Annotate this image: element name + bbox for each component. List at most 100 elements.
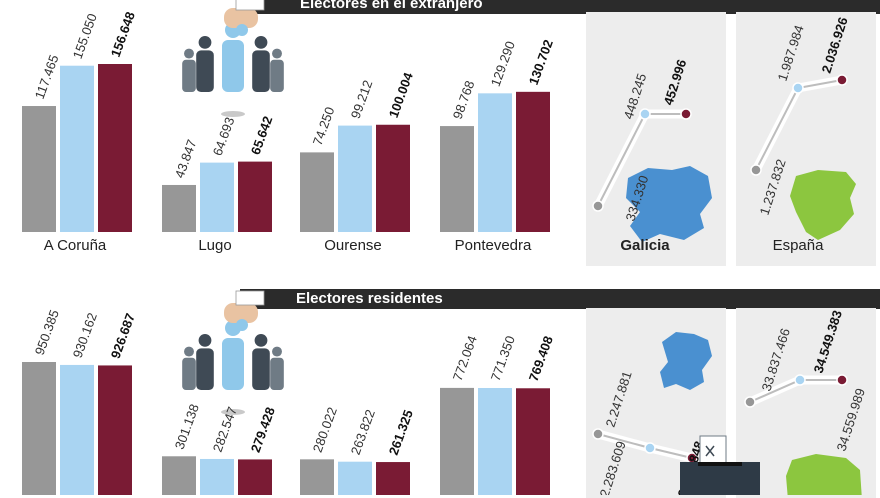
value-label-res-2-0: 280.022 bbox=[310, 405, 340, 454]
line-galicia-res-value-label-0: 2.283.609 bbox=[597, 439, 629, 495]
bar-res-0-2 bbox=[98, 365, 132, 495]
bar-res-2-0 bbox=[300, 459, 334, 495]
line-galicia-res-point-0 bbox=[592, 428, 604, 440]
value-label-res-0-1: 930.162 bbox=[70, 311, 100, 360]
people-group-icon-2-body-4 bbox=[222, 338, 244, 390]
people-group-icon-2-body-1 bbox=[270, 357, 284, 390]
line-galicia-res-point-1 bbox=[644, 442, 656, 454]
value-label-res-1-1: 282.547 bbox=[210, 405, 240, 454]
spain-map-icon-2 bbox=[786, 454, 862, 495]
bar-ext-1-2 bbox=[238, 161, 272, 232]
people-group-icon-2-head-1 bbox=[272, 346, 282, 357]
hand-ballot-icon-2-cuff bbox=[236, 319, 248, 331]
bar-ext-0-1 bbox=[60, 65, 94, 232]
bar-res-0-1 bbox=[60, 364, 94, 495]
bar-ext-0-0 bbox=[22, 106, 56, 232]
bar-ext-2-2 bbox=[376, 124, 410, 232]
hand-ballot-icon-ballot bbox=[235, 0, 265, 11]
people-group-icon-2-body-3 bbox=[252, 348, 270, 390]
line-espana-ext-point-0 bbox=[750, 164, 762, 176]
panel-label-espana: España bbox=[773, 237, 825, 254]
bar-res-1-2 bbox=[238, 459, 272, 495]
bar-res-1-0 bbox=[162, 456, 196, 495]
line-galicia-res-value-label-1: 2.247.881 bbox=[603, 369, 635, 429]
line-espana-res-value-label-0: 34.559.989 bbox=[834, 386, 868, 453]
bar-ext-0-2 bbox=[98, 64, 132, 232]
bar-res-2-2 bbox=[376, 462, 410, 495]
category-label-1: Lugo bbox=[198, 237, 231, 254]
bar-ext-3-1 bbox=[478, 93, 512, 233]
value-label-res-1-0: 301.138 bbox=[172, 402, 202, 451]
value-label-res-3-2: 769.408 bbox=[526, 334, 556, 383]
value-label-res-2-2: 261.325 bbox=[386, 408, 416, 457]
bar-res-3-1 bbox=[478, 387, 512, 495]
banner-residentes: Electores residentes bbox=[240, 289, 880, 309]
value-label-ext-0-1: 155.050 bbox=[70, 11, 100, 60]
value-label-ext-3-0: 98.768 bbox=[450, 79, 478, 121]
ballot-box-body bbox=[680, 462, 760, 495]
line-espana-ext-point-2 bbox=[836, 74, 848, 86]
category-label-2: Ourense bbox=[324, 237, 382, 254]
hand-ballot-icon-2 bbox=[224, 290, 265, 331]
people-group-icon-body-4 bbox=[222, 40, 244, 92]
banner-extranjero: Electores en el extranjero bbox=[240, 0, 880, 14]
hand-ballot-icon bbox=[224, 0, 265, 36]
value-label-ext-2-1: 99.212 bbox=[348, 78, 376, 120]
bar-ext-3-2 bbox=[516, 91, 550, 232]
bar-ext-1-1 bbox=[200, 162, 234, 232]
banner-extranjero-title: Electores en el extranjero bbox=[300, 0, 483, 12]
galicia-map-icon bbox=[626, 166, 712, 242]
line-galicia-ext-point-1 bbox=[639, 108, 651, 120]
people-group-icon-shadow bbox=[221, 111, 245, 117]
ballot-box-paper bbox=[699, 435, 727, 467]
people-group-icon-2-body-0 bbox=[182, 357, 196, 390]
value-label-res-3-0: 772.064 bbox=[450, 334, 480, 383]
people-group-icon-2-head-3 bbox=[254, 334, 268, 347]
hand-ballot-icon-cuff bbox=[236, 24, 248, 36]
bar-res-3-0 bbox=[440, 387, 474, 495]
people-group-icon-head-0 bbox=[184, 48, 194, 59]
category-label-0: A Coruña bbox=[44, 237, 107, 254]
banner-residentes-title: Electores residentes bbox=[296, 290, 443, 307]
value-label-ext-1-0: 43.847 bbox=[172, 138, 200, 180]
people-group-icon-2-shadow bbox=[221, 409, 245, 415]
bar-ext-1-0 bbox=[162, 184, 196, 232]
value-label-ext-0-2: 156.648 bbox=[108, 10, 138, 59]
people-group-icon-body-2 bbox=[196, 50, 214, 92]
ballot-box-slot bbox=[698, 462, 742, 466]
value-label-ext-3-1: 129.290 bbox=[488, 39, 518, 88]
line-espana-ext-point-1 bbox=[792, 82, 804, 94]
value-label-res-0-0: 950.385 bbox=[32, 308, 62, 357]
spain-map-icon bbox=[790, 170, 856, 240]
bar-res-3-2 bbox=[516, 388, 550, 495]
ballot-box-mark bbox=[705, 445, 715, 457]
people-group-icon-body-0 bbox=[182, 59, 196, 92]
people-group-icon-head-2 bbox=[198, 36, 212, 49]
bar-ext-2-0 bbox=[300, 152, 334, 232]
galicia-map-icon-2 bbox=[660, 332, 712, 390]
value-label-ext-0-0: 117.465 bbox=[32, 53, 62, 101]
bar-ext-3-0 bbox=[440, 126, 474, 232]
value-label-res-3-1: 771.350 bbox=[488, 334, 518, 383]
people-group-icon-body-3 bbox=[252, 50, 270, 92]
bar-ext-2-1 bbox=[338, 125, 372, 232]
hand-ballot-icon-2-palm bbox=[224, 303, 258, 323]
ballot-box-icon bbox=[680, 435, 760, 495]
people-group-icon-body-1 bbox=[270, 59, 284, 92]
line-espana-res-point-2 bbox=[836, 374, 848, 386]
line-galicia-ext-value-label-2: 452.996 bbox=[661, 58, 690, 107]
category-label-3: Pontevedra bbox=[455, 237, 532, 254]
value-label-ext-2-2: 100.004 bbox=[386, 70, 416, 120]
value-label-res-1-2: 279.428 bbox=[248, 405, 278, 454]
line-espana-res-point-0 bbox=[744, 396, 756, 408]
bar-res-2-1 bbox=[338, 461, 372, 495]
value-label-ext-1-1: 64.693 bbox=[210, 115, 238, 157]
line-espana-ext-value-label-1: 1.987.984 bbox=[775, 23, 807, 83]
people-group-icon-head-3 bbox=[254, 36, 268, 49]
hand-ballot-icon-2-ballot bbox=[235, 290, 265, 306]
value-label-res-0-2: 926.687 bbox=[108, 311, 138, 360]
line-espana-res-value-label-2: 34.549.383 bbox=[811, 308, 845, 375]
line-espana-res-point-1 bbox=[794, 374, 806, 386]
value-label-ext-3-2: 130.702 bbox=[526, 38, 556, 87]
value-label-ext-1-2: 65.642 bbox=[248, 114, 276, 156]
